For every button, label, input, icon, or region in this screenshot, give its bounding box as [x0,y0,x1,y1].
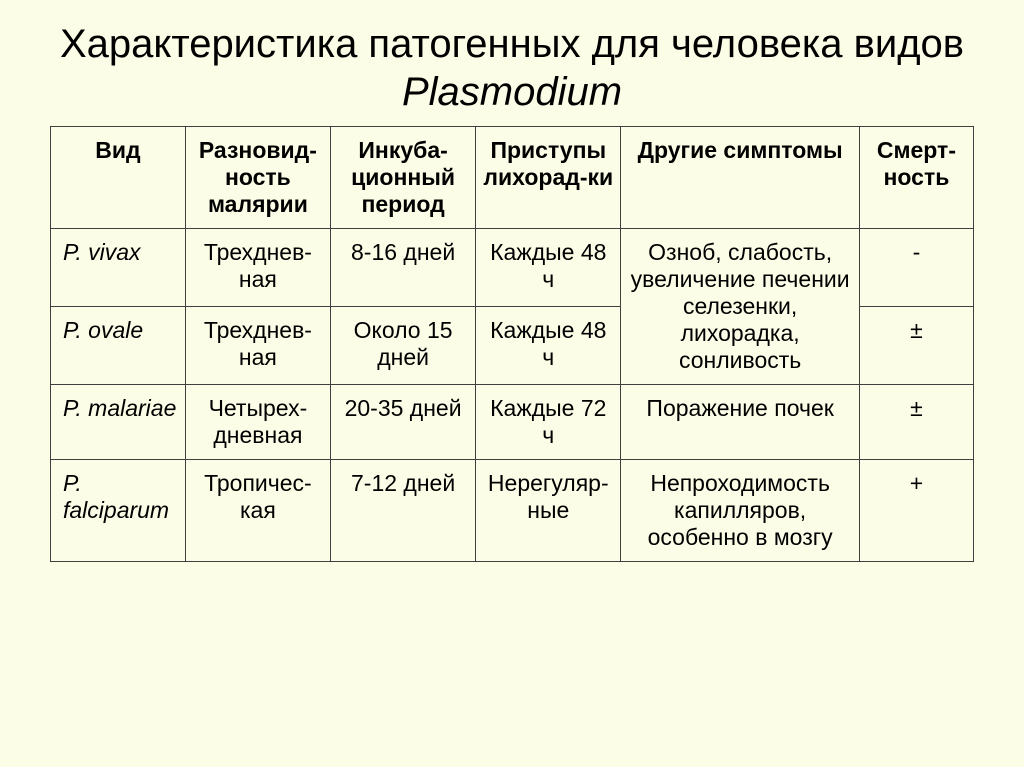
col-incubation: Инкуба-ционный период [331,127,476,229]
table-row: P. malariae Четырех-дневная 20-35 дней К… [51,385,974,460]
cell-mortality: + [859,460,973,562]
cell-symptoms: Непроходимость капилляров, особенно в мо… [621,460,860,562]
cell-variety: Четырех-дневная [185,385,330,460]
title-genus: Plasmodium [402,70,622,114]
cell-species: P. ovale [51,307,186,385]
col-fever: Приступы лихорад-ки [476,127,621,229]
cell-incubation: 8-16 дней [331,229,476,307]
cell-mortality: ± [859,385,973,460]
col-symptoms: Другие симптомы [621,127,860,229]
cell-species: P. vivax [51,229,186,307]
plasmodium-table: Вид Разновид-ность малярии Инкуба-ционны… [50,126,974,562]
cell-species: P. falciparum [51,460,186,562]
cell-fever: Каждые 48 ч [476,229,621,307]
cell-mortality: ± [859,307,973,385]
cell-fever: Нерегуляр-ные [476,460,621,562]
col-species: Вид [51,127,186,229]
col-variety: Разновид-ность малярии [185,127,330,229]
table-row: P. falciparum Тропичес-кая 7-12 дней Нер… [51,460,974,562]
cell-incubation: 7-12 дней [331,460,476,562]
header-row: Вид Разновид-ность малярии Инкуба-ционны… [51,127,974,229]
cell-fever: Каждые 72 ч [476,385,621,460]
cell-symptoms-shared: Озноб, слабость, увеличение печении селе… [621,229,860,385]
cell-variety: Трехднев-ная [185,307,330,385]
cell-mortality: - [859,229,973,307]
cell-species: P. malariae [51,385,186,460]
table-row: P. vivax Трехднев-ная 8-16 дней Каждые 4… [51,229,974,307]
cell-incubation: Около 15 дней [331,307,476,385]
cell-variety: Трехднев-ная [185,229,330,307]
cell-incubation: 20-35 дней [331,385,476,460]
title-text: Характеристика патогенных для человека в… [60,22,964,66]
col-mortality: Смерт-ность [859,127,973,229]
cell-fever: Каждые 48 ч [476,307,621,385]
cell-symptoms: Поражение почек [621,385,860,460]
page-title: Характеристика патогенных для человека в… [50,20,974,116]
cell-variety: Тропичес-кая [185,460,330,562]
